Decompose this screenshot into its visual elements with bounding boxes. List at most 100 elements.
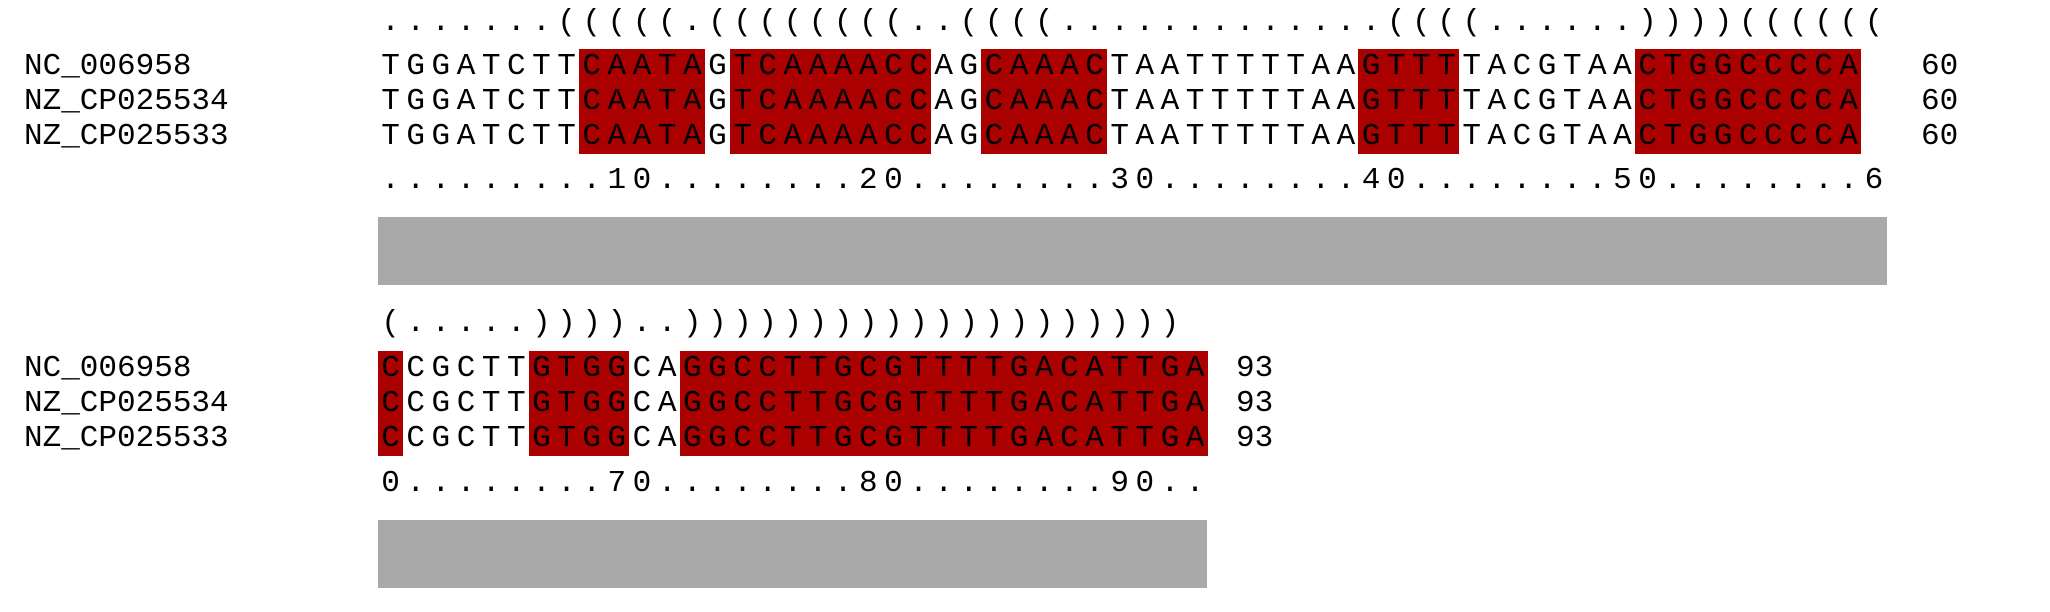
structure-char: . bbox=[1286, 5, 1305, 40]
nucleotide: T bbox=[1236, 119, 1255, 154]
ruler-char: . bbox=[984, 466, 1004, 501]
nucleotide: A bbox=[1487, 84, 1507, 119]
nucleotide: A bbox=[456, 84, 476, 119]
nucleotide: A bbox=[780, 84, 806, 119]
ruler-char: . bbox=[1185, 466, 1205, 501]
nucleotide: C bbox=[1760, 84, 1786, 119]
nucleotide: T bbox=[1185, 84, 1205, 119]
nucleotide: T bbox=[931, 386, 957, 421]
nucleotide: T bbox=[654, 84, 680, 119]
ruler-char: . bbox=[1060, 466, 1079, 501]
nucleotide: C bbox=[1785, 49, 1812, 84]
structure-char: ( bbox=[1738, 5, 1758, 40]
structure-char: . bbox=[1487, 5, 1507, 40]
structure-char: . bbox=[456, 5, 476, 40]
nucleotide: T bbox=[956, 421, 982, 456]
nucleotide: T bbox=[1286, 119, 1305, 154]
nucleotide: C bbox=[729, 386, 756, 421]
structure-char: ( bbox=[1034, 5, 1054, 40]
ruler-char: 3 bbox=[1110, 163, 1129, 198]
nucleotide: T bbox=[931, 351, 957, 386]
ruler-char: . bbox=[1034, 163, 1054, 198]
ruler-char: 1 bbox=[607, 163, 627, 198]
nucleotide: A bbox=[805, 84, 831, 119]
nucleotide: A bbox=[1311, 84, 1331, 119]
nucleotide: G bbox=[959, 49, 979, 84]
nucleotide: A bbox=[1160, 119, 1180, 154]
nucleotide: A bbox=[1588, 119, 1607, 154]
structure-char: . bbox=[1311, 5, 1331, 40]
nucleotide: A bbox=[657, 386, 677, 421]
nucleotide: C bbox=[406, 351, 426, 386]
nucleotide: G bbox=[704, 421, 730, 456]
ruler-char: . bbox=[557, 163, 576, 198]
structure-char: . bbox=[934, 5, 953, 40]
conservation-bar bbox=[378, 217, 1887, 285]
nucleotide: G bbox=[830, 386, 856, 421]
nucleotide: C bbox=[1811, 84, 1837, 119]
structure-char: ( bbox=[833, 5, 853, 40]
nucleotide: C bbox=[981, 49, 1007, 84]
nucleotide: T bbox=[553, 386, 580, 421]
nucleotide: A bbox=[629, 84, 655, 119]
structure-char: . bbox=[1336, 5, 1356, 40]
nucleotide: G bbox=[406, 119, 426, 154]
nucleotide: C bbox=[378, 351, 404, 386]
nucleotide: A bbox=[1836, 119, 1862, 154]
nucleotide: C bbox=[632, 386, 652, 421]
ruler-char: . bbox=[808, 163, 828, 198]
nucleotide: A bbox=[1836, 49, 1862, 84]
nucleotide: A bbox=[934, 49, 953, 84]
nucleotide: T bbox=[1383, 119, 1409, 154]
structure-char: ) bbox=[1060, 306, 1079, 341]
nucleotide: A bbox=[1031, 119, 1057, 154]
ruler-char: . bbox=[1160, 163, 1180, 198]
nucleotide: C bbox=[1735, 49, 1761, 84]
nucleotide: C bbox=[456, 351, 476, 386]
structure-char: ( bbox=[557, 5, 576, 40]
nucleotide: C bbox=[855, 386, 881, 421]
ruler-char: . bbox=[1512, 163, 1532, 198]
nucleotide: A bbox=[934, 119, 953, 154]
nucleotide: C bbox=[1056, 386, 1082, 421]
nucleotide: T bbox=[1286, 84, 1305, 119]
structure-char: . bbox=[1236, 5, 1255, 40]
ruler-char: . bbox=[959, 466, 979, 501]
nucleotide: T bbox=[1433, 84, 1460, 119]
ruler-char: . bbox=[532, 466, 551, 501]
nucleotide: A bbox=[456, 49, 476, 84]
secondary-structure-line: .......(((((.((((((((..((((.............… bbox=[378, 5, 1886, 40]
structure-char: . bbox=[1135, 5, 1155, 40]
ruler-char: . bbox=[833, 466, 853, 501]
structure-char: ( bbox=[984, 5, 1004, 40]
ruler-char: . bbox=[456, 163, 476, 198]
nucleotide: G bbox=[604, 351, 630, 386]
nucleotide: T bbox=[557, 119, 576, 154]
nucleotide: G bbox=[880, 386, 906, 421]
structure-char: ) bbox=[959, 306, 979, 341]
nucleotide: G bbox=[708, 119, 727, 154]
nucleotide: C bbox=[632, 351, 652, 386]
nucleotide: T bbox=[1236, 49, 1255, 84]
nucleotide: C bbox=[1635, 49, 1661, 84]
nucleotide: T bbox=[956, 386, 982, 421]
nucleotide: G bbox=[431, 421, 451, 456]
nucleotide: C bbox=[1081, 49, 1108, 84]
ruler-char: . bbox=[657, 163, 677, 198]
structure-char: ) bbox=[984, 306, 1004, 341]
nucleotide: T bbox=[481, 84, 501, 119]
nucleotide: T bbox=[553, 351, 580, 386]
nucleotide: T bbox=[1660, 49, 1686, 84]
nucleotide: T bbox=[1383, 84, 1409, 119]
structure-char: ( bbox=[582, 5, 601, 40]
structure-char: ) bbox=[733, 306, 752, 341]
ruler-char: . bbox=[1738, 163, 1758, 198]
nucleotide: C bbox=[506, 84, 526, 119]
nucleotide: T bbox=[931, 421, 957, 456]
nucleotide: C bbox=[1760, 119, 1786, 154]
nucleotide: G bbox=[959, 119, 979, 154]
structure-char: ) bbox=[909, 306, 928, 341]
structure-char: ) bbox=[808, 306, 828, 341]
nucleotide: C bbox=[406, 386, 426, 421]
nucleotide: T bbox=[1107, 421, 1133, 456]
